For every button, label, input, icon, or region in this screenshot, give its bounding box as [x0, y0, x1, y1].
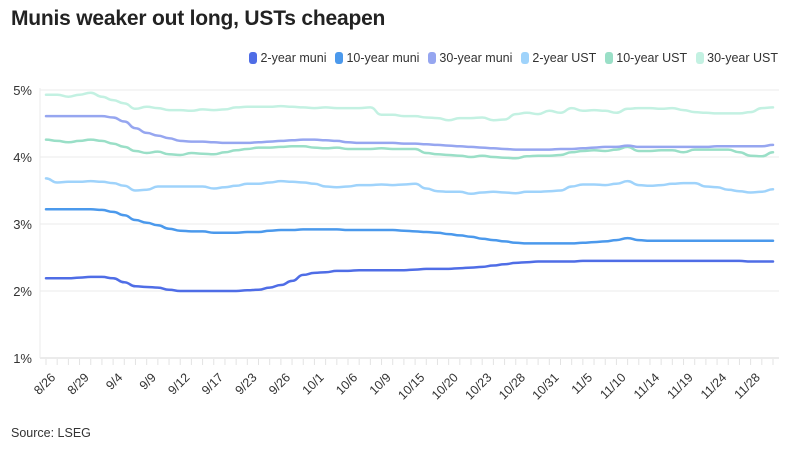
- series-line-2-year-muni: [44, 259, 775, 293]
- legend-label: 10-year UST: [616, 51, 688, 65]
- x-tick-label: 11/5: [569, 370, 595, 396]
- legend-item-10y-ust[interactable]: 10-year UST: [605, 51, 687, 65]
- x-tick-label: 9/9: [137, 370, 159, 392]
- legend-swatch-icon: [696, 52, 705, 64]
- legend: 2-year muni 10-year muni 30-year muni 2-…: [249, 51, 778, 65]
- legend-item-2y-muni[interactable]: 2-year muni: [249, 51, 326, 65]
- legend-label: 30-year muni: [439, 51, 513, 65]
- x-tick-label: 10/20: [429, 370, 461, 402]
- x-tick-label: 11/24: [698, 370, 729, 401]
- legend-swatch-icon: [521, 52, 530, 64]
- x-tick-label: 10/9: [367, 370, 394, 397]
- x-tick-label: 11/28: [732, 370, 763, 401]
- gridlines: [39, 88, 779, 359]
- x-tick-label: 8/29: [65, 370, 92, 397]
- x-tick-label: 9/23: [233, 370, 260, 397]
- x-tick-label: 11/14: [631, 370, 662, 401]
- y-tick-label: 3%: [13, 217, 32, 232]
- x-tick-label: 9/4: [103, 370, 125, 392]
- legend-label: 2-year UST: [532, 51, 597, 65]
- x-axis: 8/26 8/29 9/4 9/9 9/12 9/17 9/23 9/26 10/1 10/6 10…: [31, 359, 774, 402]
- x-tick-label: 10/28: [496, 370, 528, 402]
- x-tick-label: 9/12: [165, 370, 192, 397]
- legend-swatch-icon: [428, 52, 437, 64]
- legend-label: 2-year muni: [260, 51, 327, 65]
- chart-title: Munis weaker out long, USTs cheapen: [11, 7, 386, 30]
- legend-label: 30-year UST: [707, 51, 778, 65]
- x-tick-label: 9/26: [266, 370, 293, 397]
- source-note: Source: LSEG: [11, 426, 91, 440]
- x-tick-label: 10/15: [395, 370, 427, 402]
- x-tick-label: 10/23: [462, 370, 494, 402]
- legend-item-2y-ust[interactable]: 2-year UST: [521, 51, 596, 65]
- series-lines: [44, 91, 775, 293]
- x-tick-label: 8/26: [31, 370, 58, 397]
- series-line-30-year-muni: [44, 114, 775, 151]
- y-tick-label: 1%: [13, 351, 32, 366]
- x-tick-label: 10/1: [300, 370, 327, 397]
- legend-swatch-icon: [249, 52, 258, 64]
- x-tick-label: 9/17: [199, 370, 226, 397]
- series-line-10-year-ust: [44, 138, 775, 160]
- x-tick-label: 11/10: [597, 370, 628, 401]
- legend-item-30y-ust[interactable]: 30-year UST: [696, 51, 778, 65]
- y-axis: 1% 2% 3% 4% 5%: [13, 83, 32, 366]
- series-line-30-year-ust: [44, 91, 775, 122]
- x-tick-label: 10/6: [333, 370, 360, 397]
- series-line-10-year-muni: [44, 208, 775, 245]
- legend-item-30y-muni[interactable]: 30-year muni: [428, 51, 512, 65]
- series-line-2-year-ust: [44, 177, 775, 196]
- y-tick-label: 5%: [13, 83, 32, 98]
- legend-swatch-icon: [335, 52, 344, 64]
- y-tick-label: 4%: [13, 150, 32, 165]
- legend-label: 10-year muni: [346, 51, 420, 65]
- x-tick-label: 11/19: [664, 370, 695, 401]
- legend-item-10y-muni[interactable]: 10-year muni: [335, 51, 419, 65]
- legend-swatch-icon: [605, 52, 614, 64]
- x-tick-label: 10/31: [530, 370, 562, 402]
- y-tick-label: 2%: [13, 284, 32, 299]
